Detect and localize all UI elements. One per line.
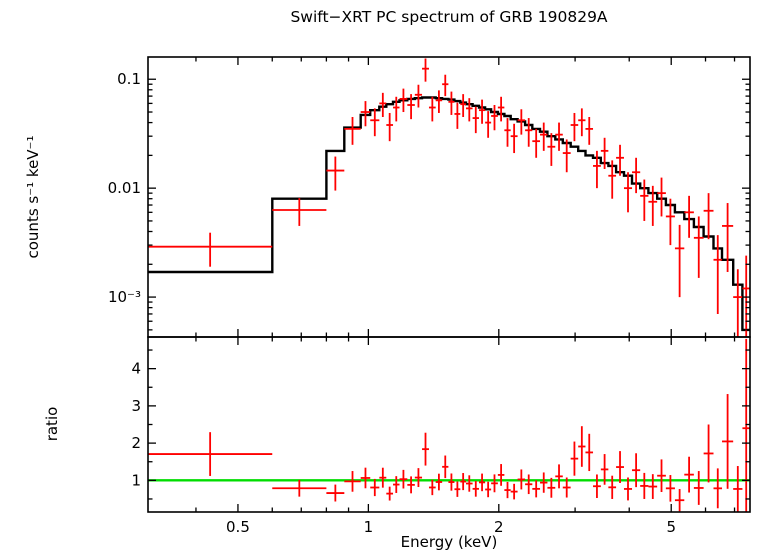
- y-tick-label: 10⁻³: [108, 288, 141, 306]
- y-tick-label: 1: [131, 471, 141, 489]
- x-tick-label: 0.5: [226, 518, 250, 536]
- x-tick-label: 5: [666, 518, 676, 536]
- x-tick-label: 2: [494, 518, 504, 536]
- y-tick-label: 4: [131, 360, 141, 378]
- plot-title: Swift−XRT PC spectrum of GRB 190829A: [290, 8, 607, 26]
- plot-content: 0.5 1 2 5 10⁻³ 0.01 0.1 1 2 3 4: [108, 56, 751, 536]
- y-axis-label-ratio: ratio: [43, 407, 61, 442]
- y-tick-label: 0.1: [117, 70, 141, 88]
- y-tick-label: 2: [131, 434, 141, 452]
- x-axis-label: Energy (keV): [401, 533, 498, 551]
- y-axis-label-counts: counts s⁻¹ keV⁻¹: [24, 136, 42, 259]
- y-tick-label: 3: [131, 397, 141, 415]
- model-step-line: [148, 96, 750, 332]
- y-tick-label: 0.01: [108, 179, 141, 197]
- ratio-panel-frame: [147, 336, 751, 513]
- x-tick-label: 1: [364, 518, 374, 536]
